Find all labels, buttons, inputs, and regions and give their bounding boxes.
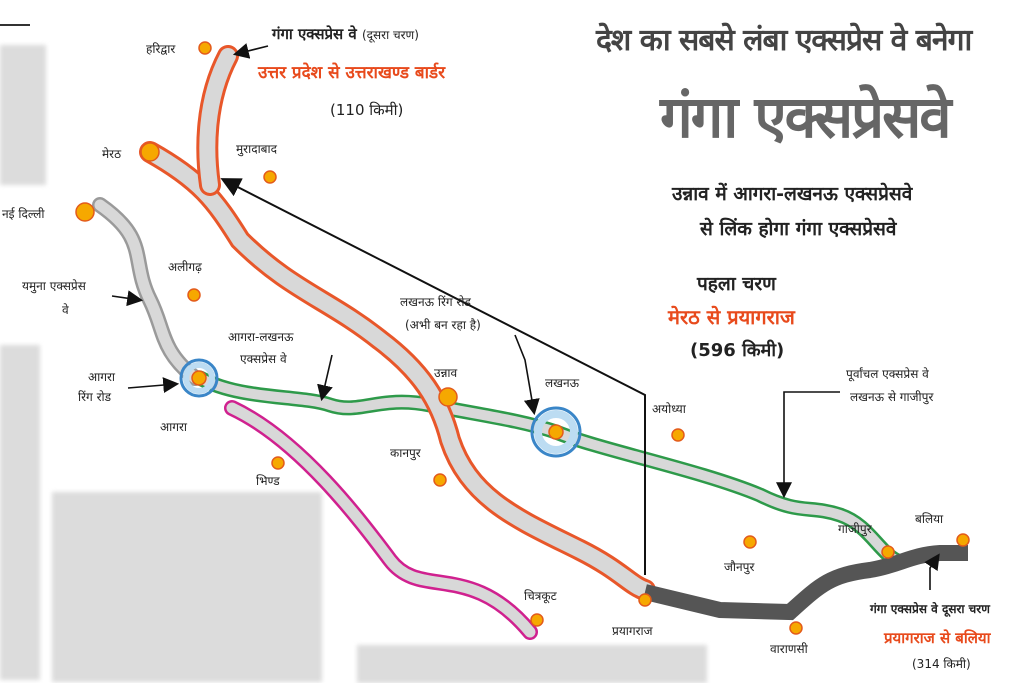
phase1-length: (596 किमी) — [690, 340, 785, 361]
blurred-region — [0, 345, 40, 680]
city-label-jaunpur: जौनपुर — [724, 560, 755, 574]
city-dot-ballia — [956, 533, 970, 547]
arrow-agra-ring — [127, 377, 180, 394]
city-label-meerut: मेरठ — [102, 147, 122, 161]
city-dot-delhi — [75, 202, 95, 222]
city-label-ballia: बलिया — [915, 512, 944, 526]
arrow-link — [220, 178, 646, 575]
city-label-bhind: भिण्ड — [256, 474, 280, 488]
arrow-purvanchal — [776, 391, 840, 499]
label-purvanchal-2: लखनऊ से गाजीपुर — [850, 390, 934, 404]
label-purvanchal: पूर्वांचल एक्सप्रेस वे — [846, 367, 929, 381]
city-dot-agra — [191, 370, 207, 386]
city-label-ayodhya: अयोध्या — [652, 402, 686, 416]
headline-line1: देश का सबसे लंबा एक्सप्रेस वे बनेगा — [596, 23, 972, 58]
city-dot-ghazipur — [881, 545, 895, 559]
phase2-east-route: प्रयागराज से बलिया — [884, 629, 991, 647]
phase2-north-route: उत्तर प्रदेश से उत्तराखण्ड बार्डर — [258, 63, 446, 83]
city-dot-moradabad — [263, 170, 277, 184]
blurred-region — [357, 645, 707, 683]
city-label-prayagraj: प्रयागराज — [612, 624, 653, 638]
phase2-north-label-text: गंगा एक्सप्रेस वे — [272, 25, 357, 43]
city-dot-meerut — [140, 142, 160, 162]
city-label-lucknow: लखनऊ — [545, 376, 580, 390]
city-label-haridwar: हरिद्वार — [146, 42, 176, 56]
city-label-chitrakoot: चित्रकूट — [524, 589, 557, 603]
city-dot-kanpur — [433, 473, 447, 487]
blurred-region — [0, 45, 46, 185]
city-label-moradabad: मुरादाबाद — [236, 142, 278, 156]
city-label-agra: आगरा — [160, 420, 188, 434]
label-lucknow-ring-2: (अभी बन रहा है) — [405, 318, 481, 332]
city-dot-jaunpur — [743, 535, 757, 549]
label-lucknow-ring: लखनऊ रिंग रोड — [400, 295, 471, 309]
city-label-aligarh: अलीगढ़ — [168, 260, 202, 274]
city-dot-chitrakoot — [530, 613, 544, 627]
arrow-phase2-east — [924, 553, 940, 590]
phase2-north-label: गंगा एक्सप्रेस वे (दूसरा चरण) — [272, 24, 419, 44]
label-agra-lucknow: आगरा-लखनऊ — [228, 330, 294, 344]
arrow-lucknow-ring — [514, 334, 540, 416]
label-agra-ring: आगरा — [88, 370, 116, 384]
arrow-phase2-north — [232, 43, 269, 59]
city-label-ghazipur: गाजीपुर — [838, 522, 872, 536]
phase2-north-length: (110 किमी) — [330, 101, 404, 119]
label-agra-lucknow-2: एक्सप्रेस वे — [240, 352, 287, 366]
phase2-east-length: (314 किमी) — [912, 657, 971, 671]
road-ganga-expressway-east — [643, 545, 968, 621]
headline-sub2: से लिंक होगा गंगा एक्सप्रेसवे — [700, 218, 897, 240]
blurred-region — [52, 492, 322, 682]
city-dot-unnao — [438, 387, 458, 407]
city-dot-lucknow — [548, 424, 564, 440]
agra-ring-road — [179, 358, 219, 398]
city-dot-ayodhya — [671, 428, 685, 442]
city-label-delhi: नई दिल्ली — [2, 207, 45, 221]
city-label-unnao: उन्नाव — [434, 366, 458, 380]
city-dot-prayagraj — [638, 593, 652, 607]
phase2-north-label-small: (दूसरा चरण) — [362, 28, 419, 42]
phase2-east-label: गंगा एक्सप्रेस वे दूसरा चरण — [870, 602, 990, 616]
headline-title: गंगा एक्सप्रेसवे — [660, 83, 952, 151]
city-dot-haridwar — [198, 41, 212, 55]
city-label-varanasi: वाराणसी — [770, 642, 808, 656]
city-dot-varanasi — [789, 621, 803, 635]
city-dot-bhind — [271, 456, 285, 470]
phase1-route: मेरठ से प्रयागराज — [668, 305, 795, 329]
arrow-yamuna — [111, 290, 144, 307]
label-agra-ring-2: रिंग रोड — [78, 390, 112, 404]
phase1-label: पहला चरण — [697, 273, 776, 295]
headline-sub1: उन्नाव में आगरा-लखनऊ एक्सप्रेसवे — [672, 183, 913, 205]
label-yamuna-2: वे — [62, 303, 69, 317]
lucknow-ring-road — [530, 406, 582, 458]
label-yamuna: यमुना एक्सप्रेस — [22, 279, 86, 293]
city-markers — [75, 41, 970, 635]
city-label-kanpur: कानपुर — [390, 446, 421, 460]
city-dot-aligarh — [187, 288, 201, 302]
arrow-agra-lucknow — [317, 354, 333, 402]
